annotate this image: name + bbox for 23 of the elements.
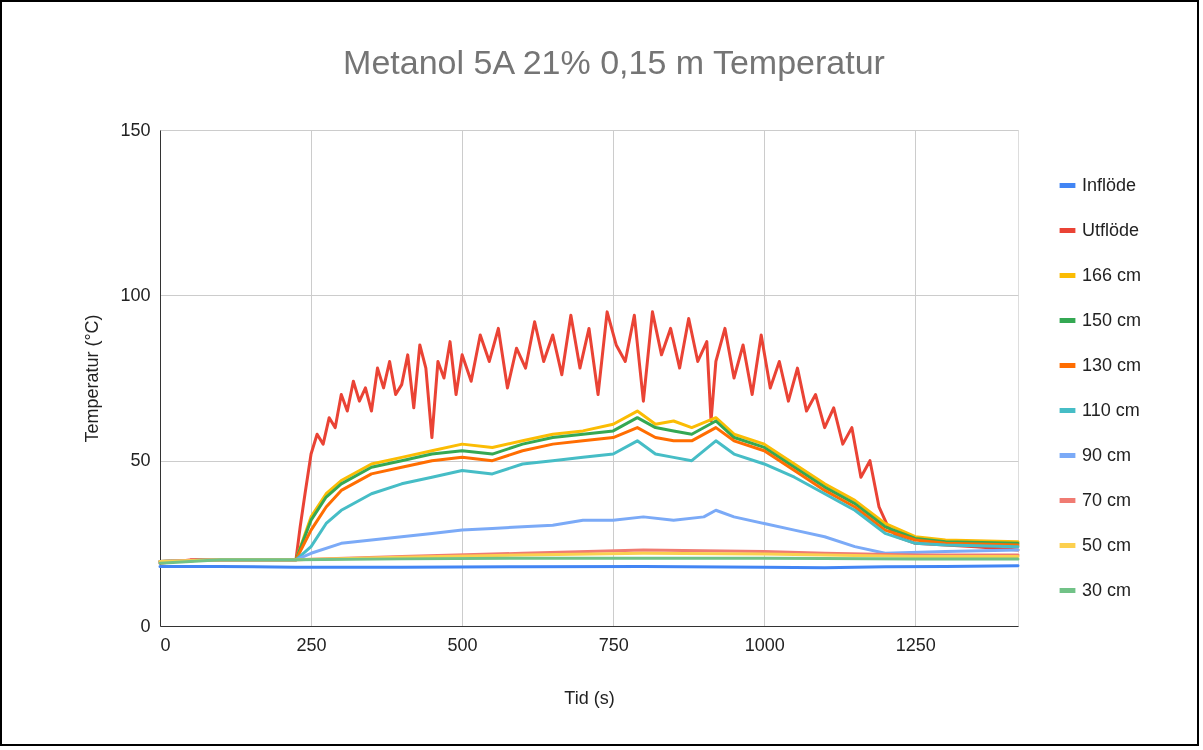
legend-label: 50 cm	[1082, 534, 1132, 555]
legend-label: 150 cm	[1082, 309, 1142, 330]
x-tick-label: 1000	[744, 634, 785, 655]
y-tick-label: 100	[120, 284, 151, 305]
x-tick-label: 500	[447, 634, 478, 655]
y-tick-label: 150	[120, 119, 151, 140]
y-tick-label: 50	[130, 450, 151, 471]
x-tick-label: 750	[598, 634, 629, 655]
x-axis-title: Tid (s)	[564, 687, 615, 708]
legend-label: 30 cm	[1082, 579, 1132, 600]
legend-label: Utflöde	[1082, 219, 1140, 240]
legend-label: 90 cm	[1082, 444, 1132, 465]
y-tick-label: 0	[140, 615, 151, 636]
chart-title: Metanol 5A 21% 0,15 m Temperatur	[343, 43, 885, 81]
legend-label: Inflöde	[1082, 174, 1137, 195]
x-tick-label: 1250	[895, 634, 936, 655]
y-axis-title: Temperatur (°C)	[82, 314, 103, 443]
legend-label: 166 cm	[1082, 264, 1142, 285]
legend-label: 110 cm	[1082, 399, 1140, 420]
x-tick-label: 0	[160, 634, 171, 655]
legend-label: 70 cm	[1082, 489, 1132, 510]
x-tick-label: 250	[296, 634, 327, 655]
legend-label: 130 cm	[1082, 354, 1142, 375]
